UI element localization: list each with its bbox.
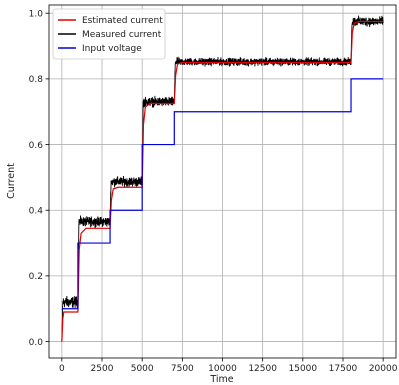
series-input-voltage — [61, 78, 384, 310]
y-tick-label: 0.8 — [29, 75, 44, 85]
x-tick-label: 20000 — [369, 364, 398, 374]
x-tick-label: 15000 — [289, 364, 318, 374]
x-tick-label: 10000 — [208, 364, 237, 374]
y-tick-label: 0.2 — [29, 272, 43, 282]
legend-box — [52, 8, 166, 60]
legend-label-input-voltage: Input voltage — [82, 44, 142, 54]
x-axis-label: Time — [209, 374, 233, 385]
x-tick-label: 5000 — [131, 364, 154, 374]
y-axis: 0.0 0.2 0.4 0.6 0.8 1.0 — [29, 9, 49, 348]
x-tick-label: 2500 — [91, 364, 114, 374]
x-tick-label: 17500 — [329, 364, 358, 374]
x-tick-label: 12500 — [248, 364, 277, 374]
y-tick-label: 0.4 — [29, 206, 44, 216]
x-tick-label: 0 — [59, 364, 65, 374]
legend-label-estimated-current: Estimated current — [82, 16, 163, 26]
y-tick-label: 0.0 — [29, 338, 44, 348]
legend: Estimated current Measured current Input v… — [52, 8, 166, 60]
y-tick-label: 0.6 — [29, 141, 44, 151]
y-tick-label: 1.0 — [29, 9, 44, 19]
legend-label-measured-current: Measured current — [82, 30, 162, 40]
x-axis: 0 2500 5000 7500 10000 12500 15000 17500 20000 — [59, 358, 398, 374]
plot-lines — [61, 15, 384, 342]
x-tick-label: 7500 — [171, 364, 194, 374]
y-axis-label: Current — [6, 163, 17, 199]
